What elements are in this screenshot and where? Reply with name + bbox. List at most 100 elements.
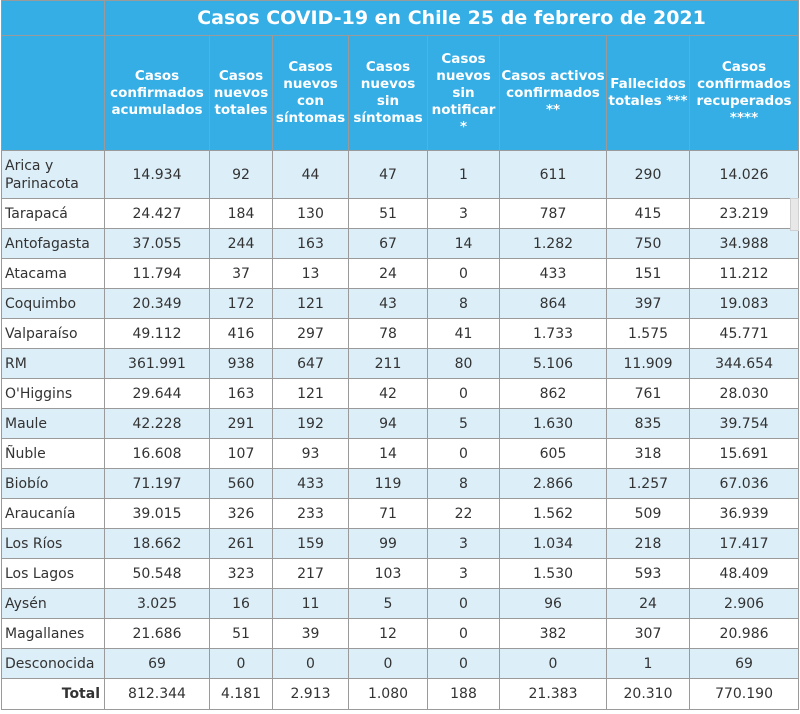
- value-cell: 593: [606, 558, 690, 589]
- value-cell: 96: [499, 588, 607, 619]
- total-label-cell: Total: [1, 678, 105, 710]
- value-cell: 17.417: [688, 528, 800, 559]
- value-cell: 2.866: [499, 468, 607, 499]
- region-name-cell: Antofagasta: [1, 228, 105, 259]
- table-row: Tarapacá 24.427 184 130 51 3 787 415 23.219: [1, 198, 800, 229]
- region-name-cell: Coquimbo: [1, 288, 105, 319]
- table-row: Atacama 11.794 37 13 24 0 433 151 11.212: [1, 258, 800, 289]
- value-cell: 433: [499, 258, 607, 289]
- value-cell: 323: [209, 558, 273, 589]
- value-cell: 93: [272, 438, 349, 469]
- table-row: RM 361.991 938 647 211 80 5.106 11.909 344.654: [1, 348, 800, 379]
- table-row: Desconocida 69 0 0 0 0 0 1 69: [1, 648, 800, 679]
- value-cell: 103: [348, 558, 428, 589]
- value-cell: 11.212: [688, 258, 800, 289]
- value-cell: 318: [606, 438, 690, 469]
- region-name-cell: O'Higgins: [1, 378, 105, 409]
- value-cell: 0: [427, 618, 500, 649]
- header-nuevos-totales: Casos nuevos totales: [209, 35, 273, 151]
- value-cell: 43: [348, 288, 428, 319]
- value-cell: 1.257: [606, 468, 690, 499]
- value-cell: 78: [348, 318, 428, 349]
- value-cell: 0: [427, 438, 500, 469]
- value-cell: 163: [209, 378, 273, 409]
- value-cell: 130: [272, 198, 349, 229]
- value-cell: 24: [606, 588, 690, 619]
- value-cell: 151: [606, 258, 690, 289]
- value-cell: 21.686: [104, 618, 210, 649]
- table-row: Los Lagos 50.548 323 217 103 3 1.530 593 48.409: [1, 558, 800, 589]
- value-cell: 23.219: [688, 198, 800, 229]
- value-cell: 326: [209, 498, 273, 529]
- value-cell: 69: [688, 648, 800, 679]
- table-row: Valparaíso 49.112 416 297 78 41 1.733 1.575 45.7…: [1, 318, 800, 349]
- value-cell: 14: [427, 228, 500, 259]
- header-nuevos-sin-notificar: Casos nuevos sin notificar *: [427, 35, 500, 151]
- value-cell: 163: [272, 228, 349, 259]
- region-name-cell: Arica y Parinacota: [1, 150, 105, 199]
- value-cell: 1.630: [499, 408, 607, 439]
- value-cell: 48.409: [688, 558, 800, 589]
- value-cell: 107: [209, 438, 273, 469]
- value-cell: 14: [348, 438, 428, 469]
- value-cell: 1: [427, 150, 500, 199]
- value-cell: 159: [272, 528, 349, 559]
- title-row: Casos COVID-19 en Chile 25 de febrero de…: [1, 0, 800, 36]
- value-cell: 69: [104, 648, 210, 679]
- value-cell: 0: [499, 648, 607, 679]
- value-cell: 0: [427, 258, 500, 289]
- total-value-cell: 188: [427, 678, 500, 710]
- value-cell: 41: [427, 318, 500, 349]
- table-title: Casos COVID-19 en Chile 25 de febrero de…: [103, 0, 800, 36]
- value-cell: 42: [348, 378, 428, 409]
- value-cell: 42.228: [104, 408, 210, 439]
- value-cell: 71.197: [104, 468, 210, 499]
- value-cell: 307: [606, 618, 690, 649]
- value-cell: 938: [209, 348, 273, 379]
- value-cell: 0: [209, 648, 273, 679]
- value-cell: 1.530: [499, 558, 607, 589]
- table-row: Coquimbo 20.349 172 121 43 8 864 397 19.083: [1, 288, 800, 319]
- total-value-cell: 1.080: [348, 678, 428, 710]
- value-cell: 24.427: [104, 198, 210, 229]
- region-name-cell: Atacama: [1, 258, 105, 289]
- value-cell: 16: [209, 588, 273, 619]
- value-cell: 1.575: [606, 318, 690, 349]
- value-cell: 415: [606, 198, 690, 229]
- value-cell: 50.548: [104, 558, 210, 589]
- value-cell: 244: [209, 228, 273, 259]
- total-value-cell: 2.913: [272, 678, 349, 710]
- value-cell: 864: [499, 288, 607, 319]
- value-cell: 291: [209, 408, 273, 439]
- value-cell: 172: [209, 288, 273, 319]
- header-confirmados-recuperados: Casos confirmados recuperados ****: [688, 35, 800, 151]
- value-cell: 8: [427, 468, 500, 499]
- value-cell: 509: [606, 498, 690, 529]
- table-row: Aysén 3.025 16 11 5 0 96 24 2.906: [1, 588, 800, 619]
- region-name-cell: Valparaíso: [1, 318, 105, 349]
- header-activos-confirmados: Casos activos confirmados **: [499, 35, 607, 151]
- value-cell: 433: [272, 468, 349, 499]
- value-cell: 67: [348, 228, 428, 259]
- value-cell: 184: [209, 198, 273, 229]
- value-cell: 218: [606, 528, 690, 559]
- value-cell: 47: [348, 150, 428, 199]
- table-row: Araucanía 39.015 326 233 71 22 1.562 509 36.939: [1, 498, 800, 529]
- value-cell: 0: [427, 588, 500, 619]
- value-cell: 14.026: [688, 150, 800, 199]
- total-value-cell: 770.190: [688, 678, 800, 710]
- value-cell: 15.691: [688, 438, 800, 469]
- value-cell: 5: [348, 588, 428, 619]
- scrollbar-fragment: [790, 198, 799, 231]
- value-cell: 80: [427, 348, 500, 379]
- value-cell: 34.988: [688, 228, 800, 259]
- value-cell: 297: [272, 318, 349, 349]
- value-cell: 11.909: [606, 348, 690, 379]
- value-cell: 261: [209, 528, 273, 559]
- value-cell: 761: [606, 378, 690, 409]
- value-cell: 51: [209, 618, 273, 649]
- region-name-cell: Los Ríos: [1, 528, 105, 559]
- value-cell: 16.608: [104, 438, 210, 469]
- value-cell: 416: [209, 318, 273, 349]
